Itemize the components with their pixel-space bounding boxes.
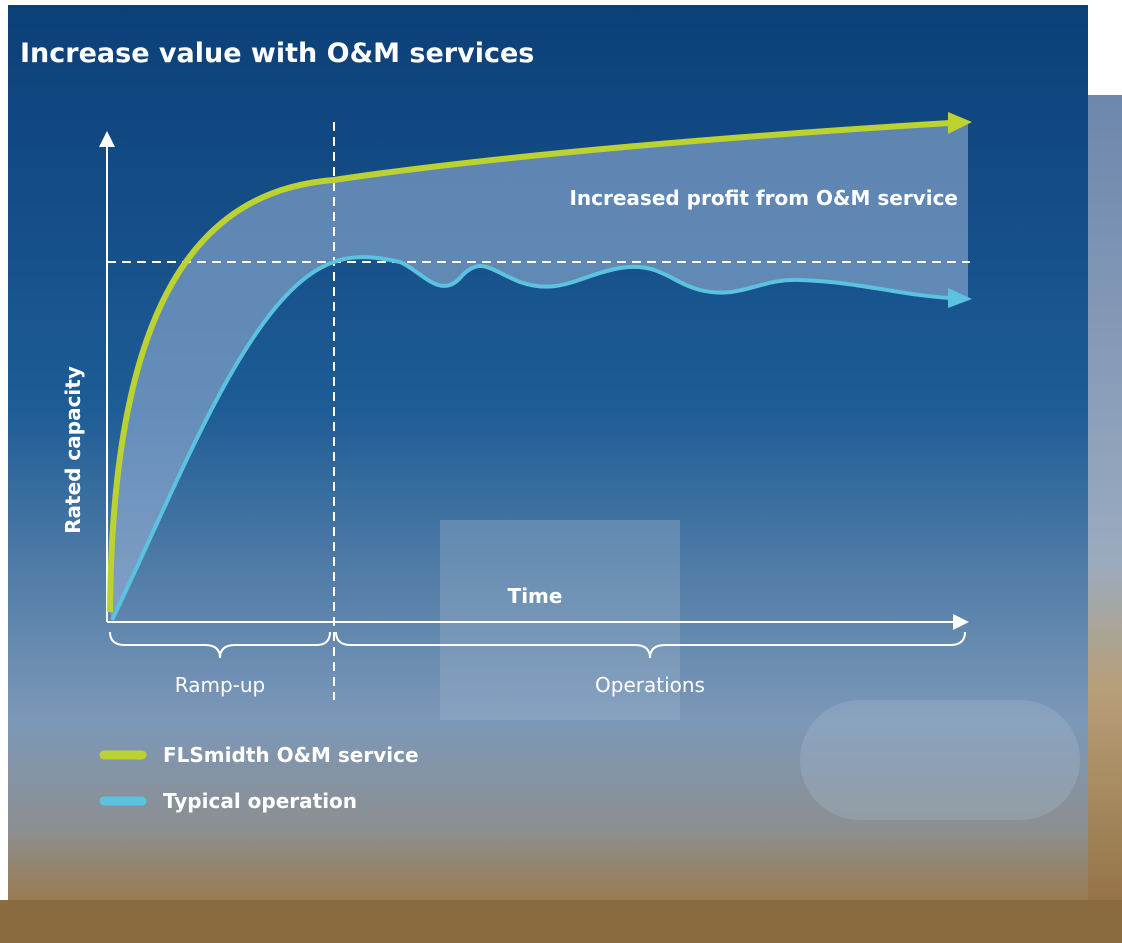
y-axis-label: Rated capacity [61, 366, 85, 534]
page: Increase value with O&M services Increas… [0, 0, 1122, 943]
legend-label: Typical operation [163, 789, 357, 813]
dome [800, 700, 1080, 820]
phase-label: Operations [595, 673, 705, 697]
annotation: Increased profit from O&M service [569, 186, 958, 210]
title: Increase value with O&M services [20, 38, 534, 69]
legend-label: FLSmidth O&M service [163, 743, 419, 767]
photo-edge [1085, 95, 1122, 943]
x-axis-label: Time [508, 584, 563, 608]
photo-ground [0, 900, 1122, 943]
phase-label: Ramp-up [175, 673, 265, 697]
